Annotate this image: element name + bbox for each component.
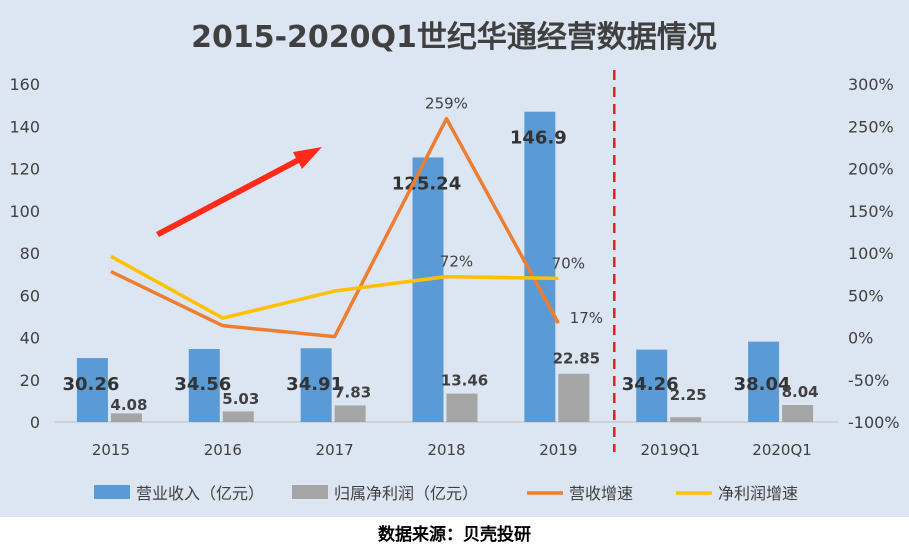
profit-bar	[446, 393, 478, 422]
y-right-tick: 300%	[848, 75, 894, 94]
revenue-data-label: 34.91	[286, 374, 343, 395]
y-left-tick: 60	[20, 286, 40, 305]
revenue-growth-label: 259%	[425, 95, 468, 113]
profit-data-label: 8.04	[782, 383, 819, 401]
x-tick-label: 2018	[427, 441, 465, 459]
revenue-bar	[412, 157, 444, 423]
profit-data-label: 2.25	[670, 386, 707, 404]
y-right-tick: 150%	[848, 202, 894, 221]
revenue-data-label: 34.26	[622, 374, 679, 395]
legend-label: 营收增速	[569, 484, 633, 503]
profit-data-label: 4.08	[110, 396, 147, 414]
legend-swatch	[94, 485, 130, 499]
y-right-tick: -50%	[848, 371, 889, 390]
y-right-tick: 250%	[848, 117, 894, 136]
revenue-data-label: 38.04	[734, 374, 791, 395]
profit-data-label: 13.46	[441, 372, 488, 390]
revenue-bar	[188, 348, 220, 422]
revenue-bar	[300, 348, 332, 422]
profit-bar	[110, 413, 142, 422]
revenue-data-label: 34.56	[174, 374, 231, 395]
revenue-growth-line	[110, 116, 560, 339]
y-left-tick: 140	[9, 117, 40, 136]
annotation-arrow	[156, 147, 322, 237]
profit-data-label: 7.83	[334, 383, 371, 401]
y-right-tick: 200%	[848, 160, 894, 179]
profit-data-label: 22.85	[553, 350, 600, 368]
y-right-tick: -100%	[848, 413, 900, 432]
plot-area: 0 20 40 60 80 100 120 140 160 -100% -50% 0% 50% 100% 1…	[9, 70, 900, 459]
profit-bar	[670, 417, 702, 422]
revenue-data-label: 125.24	[392, 173, 461, 194]
revenue-data-label: 146.9	[510, 128, 567, 149]
x-tick-label: 2019Q1	[640, 441, 700, 459]
profit-bar	[558, 373, 590, 422]
x-tick-label: 2015	[92, 441, 130, 459]
y-left-tick: 20	[20, 371, 40, 390]
profit-bar	[782, 405, 814, 422]
revenue-data-label: 30.26	[62, 374, 119, 395]
profit-bar	[222, 411, 254, 422]
y-left-tick: 120	[9, 160, 40, 179]
y-left-tick: 80	[20, 244, 40, 263]
revenue-growth-label: 17%	[570, 309, 603, 327]
profit-bar	[334, 405, 366, 422]
x-tick-label: 2017	[316, 441, 354, 459]
x-tick-label: 2016	[204, 441, 242, 459]
y-left-tick: 100	[9, 202, 40, 221]
legend: 营业收入（亿元） 归属净利润（亿元） 营收增速 净利润增速	[94, 484, 798, 503]
x-tick-label: 2019	[539, 441, 577, 459]
profit-growth-label: 70%	[552, 254, 585, 272]
revenue-bar	[76, 358, 108, 422]
revenue-bar	[748, 341, 780, 422]
legend-label: 净利润增速	[718, 484, 798, 503]
profit-growth-line	[110, 254, 559, 320]
legend-label: 归属净利润（亿元）	[334, 484, 478, 503]
y-left-tick: 0	[30, 413, 40, 432]
y-right-tick: 0%	[848, 329, 873, 348]
chart: 2015-2020Q1世纪华通经营数据情况 0 20 40 60 80 100 120 140…	[9, 20, 900, 503]
profit-data-label: 5.03	[222, 390, 259, 408]
legend-swatch	[292, 485, 328, 499]
y-right-tick: 50%	[848, 286, 884, 305]
legend-label: 营业收入（亿元）	[136, 484, 264, 503]
y-left-tick: 40	[20, 329, 40, 348]
y-left-tick: 160	[9, 75, 40, 94]
source-note: 数据来源：贝壳投研	[378, 525, 531, 545]
chart-title: 2015-2020Q1世纪华通经营数据情况	[191, 20, 717, 55]
y-right-tick: 100%	[848, 244, 894, 263]
x-tick-label: 2020Q1	[752, 441, 812, 459]
revenue-bar	[636, 349, 668, 422]
profit-growth-label: 72%	[440, 253, 473, 271]
chart-area: 2015-2020Q1世纪华通经营数据情况 0 20 40 60 80 100 120 140…	[0, 0, 909, 517]
